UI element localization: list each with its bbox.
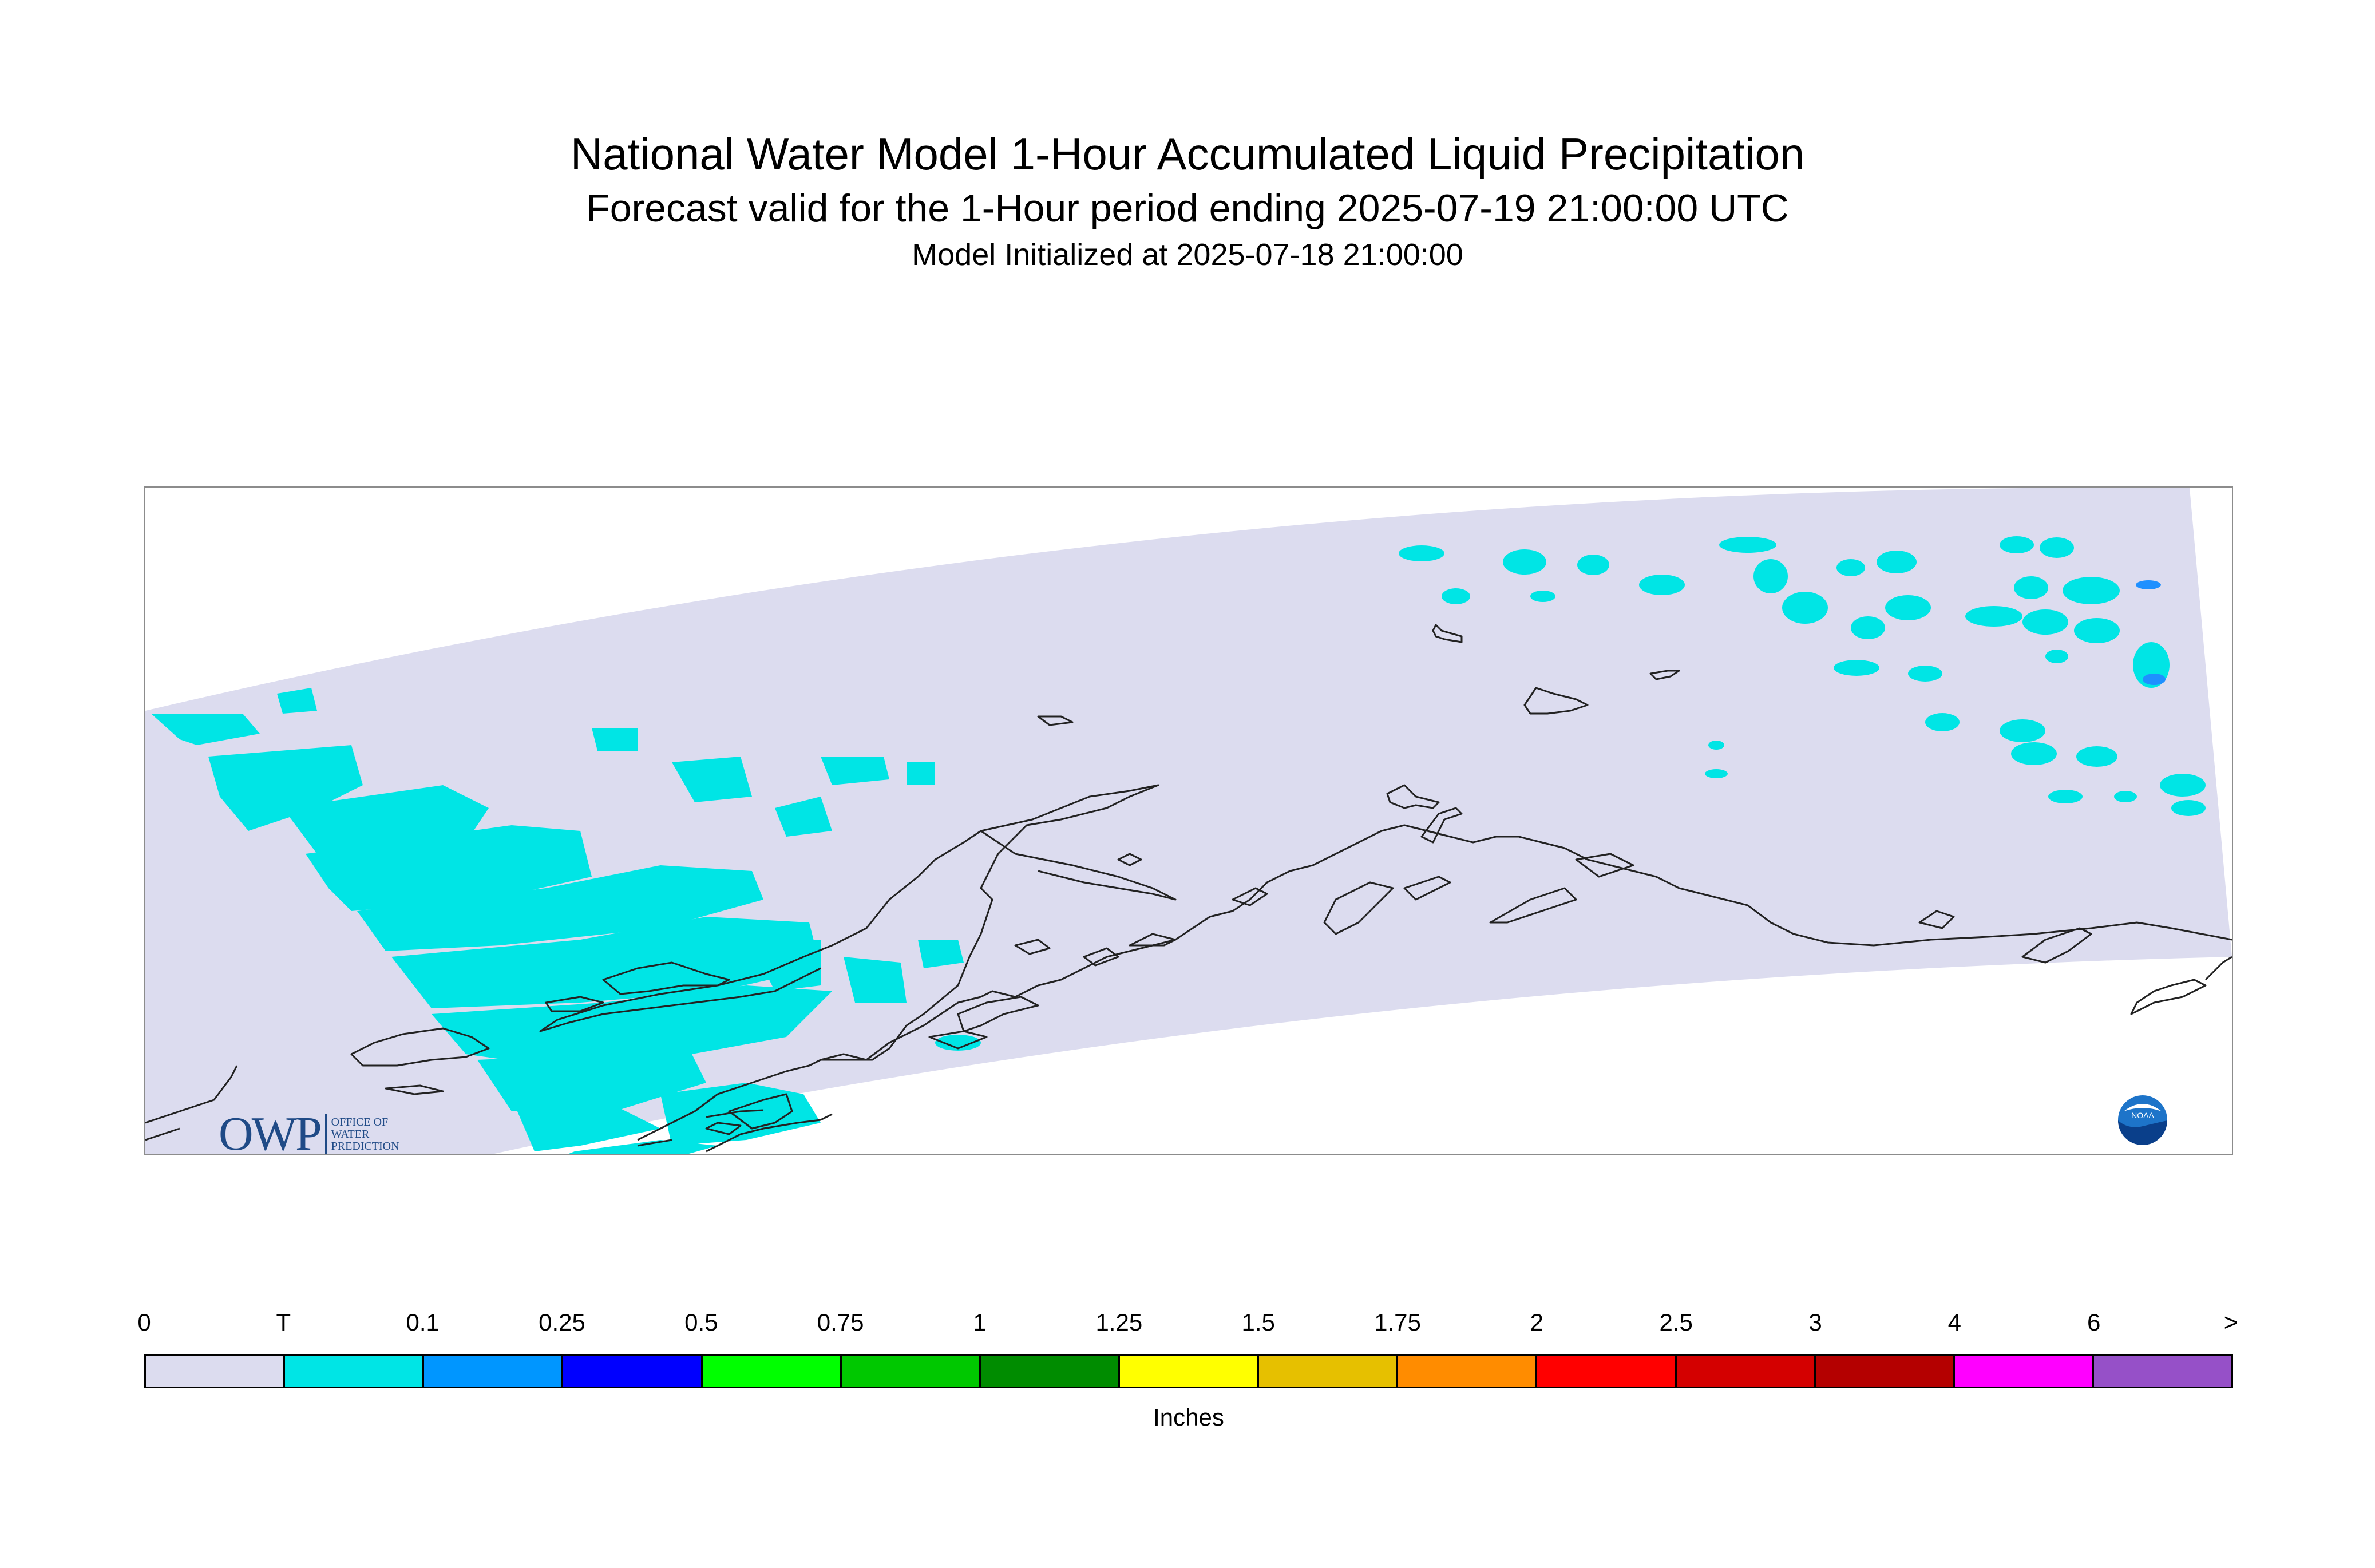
legend-swatch: [563, 1356, 703, 1387]
precipitation-legend: 0 T 0.1 0.25 0.5 0.75 1 1.25 1.5 1.75 2 2.5 3 4 6 > Inc…: [137, 1309, 2238, 1430]
legend-swatch: [424, 1356, 564, 1387]
legend-swatch: [2093, 1356, 2232, 1387]
legend-swatch: [1398, 1356, 1538, 1387]
legend-swatch: [1119, 1356, 1260, 1387]
legend-tick-label: 2: [1530, 1309, 1544, 1336]
legend-tick-label: 2.5: [1659, 1309, 1693, 1336]
precipitation-map: OWP OFFICE OF WATER PREDICTION NOAA: [144, 486, 2233, 1155]
owp-logo-line-3: PREDICTION: [331, 1139, 399, 1153]
legend-units-label: Inches: [1153, 1404, 1224, 1431]
legend-swatch: [146, 1356, 286, 1387]
legend-swatch: [1259, 1356, 1399, 1387]
legend-tick-label: 0: [137, 1309, 151, 1336]
legend-tick-label: 4: [1948, 1309, 1962, 1336]
owp-logo-divider: [324, 1114, 327, 1154]
noaa-logo-text: NOAA: [2131, 1111, 2154, 1120]
map-subtitle: Forecast valid for the 1-Hour period end…: [586, 187, 1789, 230]
legend-tick-label: 0.5: [684, 1309, 718, 1336]
legend-tick-label: 0.25: [539, 1309, 585, 1336]
precip-trace-areas-east: [935, 536, 2206, 1051]
legend-color-bar: [144, 1354, 2233, 1388]
owp-logo-line-1: OFFICE OF: [331, 1115, 389, 1129]
legend-swatch: [1815, 1356, 1955, 1387]
owp-logo-letters: OWP: [219, 1107, 322, 1155]
owp-logo: OWP OFFICE OF WATER PREDICTION: [219, 1106, 399, 1155]
legend-tick-label: 6: [2087, 1309, 2101, 1336]
legend-swatch: [841, 1356, 981, 1387]
legend-swatch: [1954, 1356, 2094, 1387]
coastline-outlines: [145, 624, 2232, 1153]
legend-tick-label: 3: [1808, 1309, 1822, 1336]
legend-tick-label: 1.5: [1241, 1309, 1275, 1336]
owp-logo-subtext: OFFICE OF WATER PREDICTION: [331, 1116, 399, 1153]
owp-logo-line-2: WATER: [331, 1127, 370, 1141]
legend-tick-label: T: [276, 1309, 291, 1336]
legend-tick-label: 1.25: [1095, 1309, 1143, 1336]
legend-tick-label: 1: [973, 1309, 987, 1336]
legend-swatch: [285, 1356, 425, 1387]
legend-swatch: [702, 1356, 842, 1387]
precip-light-areas: [2136, 580, 2166, 685]
legend-swatch: [1676, 1356, 1816, 1387]
noaa-logo: NOAA: [2118, 1095, 2167, 1145]
legend-swatch: [980, 1356, 1120, 1387]
map-canvas: [145, 488, 2232, 1154]
legend-tick-label: 0.75: [817, 1309, 864, 1336]
legend-tick-label: 1.75: [1374, 1309, 1421, 1336]
legend-tick-label: >: [2223, 1309, 2238, 1336]
legend-tick-label: 0.1: [406, 1309, 440, 1336]
model-init-time: Model Initialized at 2025-07-18 21:00:00: [912, 237, 1463, 272]
map-title: National Water Model 1-Hour Accumulated …: [570, 129, 1805, 179]
legend-swatch: [1537, 1356, 1677, 1387]
